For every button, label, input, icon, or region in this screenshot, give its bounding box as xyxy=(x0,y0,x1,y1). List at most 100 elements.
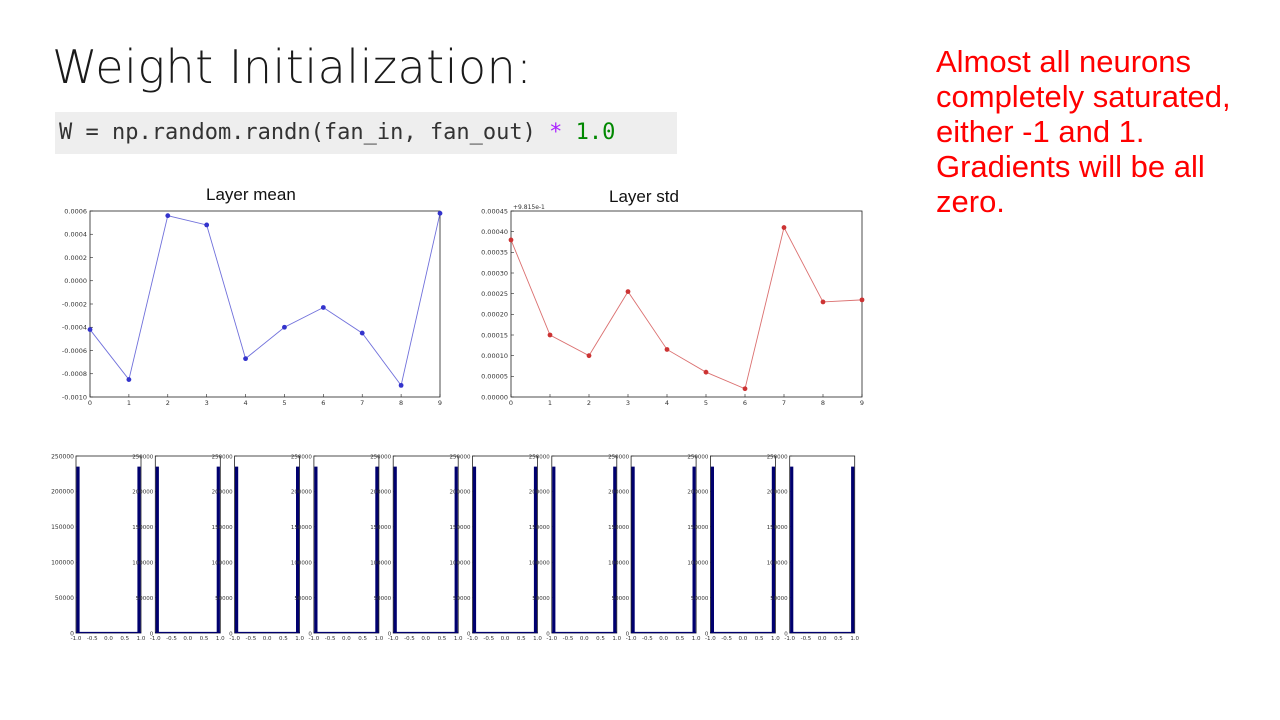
code-operator: * xyxy=(549,120,563,145)
hist-bar-right xyxy=(613,466,617,633)
data-point-0 xyxy=(204,222,210,228)
hist-bar-right xyxy=(454,466,458,633)
hist-y-tick-label: 100000 xyxy=(529,561,550,567)
hist-x-tick-label: -0.5 xyxy=(642,636,653,642)
hist-y-tick-label: 150000 xyxy=(608,525,629,531)
data-point-0 xyxy=(437,210,443,216)
x-tick-label-1: 7 xyxy=(782,399,786,407)
hist-x-tick-label: 1.0 xyxy=(216,636,225,642)
layer-mean-title: Layer mean xyxy=(206,185,296,204)
hist-x-tick-label: 0.0 xyxy=(421,636,430,642)
hist-y-tick-label: 150000 xyxy=(291,525,312,531)
y-tick-label-0: 0.0000 xyxy=(64,277,87,285)
hist-x-tick-label: 0.0 xyxy=(580,636,589,642)
hist-y-tick-label: 250000 xyxy=(608,454,629,460)
hist-bar-right xyxy=(851,466,855,633)
y-tick-label-1: 0.00020 xyxy=(481,311,508,319)
data-point-1 xyxy=(547,332,553,338)
hist-x-tick-label: -0.5 xyxy=(563,636,574,642)
hist-y-tick-label: 0 xyxy=(229,631,233,637)
data-point-1 xyxy=(742,386,748,392)
hist-x-tick-label: 0.5 xyxy=(438,636,447,642)
x-tick-label-1: 6 xyxy=(743,399,747,407)
data-point-1 xyxy=(586,353,592,359)
hist-x-tick-label: 0.0 xyxy=(263,636,272,642)
hist-x-tick-label: 0.5 xyxy=(279,636,288,642)
hist-y-tick-label: 200000 xyxy=(291,490,312,496)
slide-title: Weight Initialization: xyxy=(52,40,533,94)
hist-bar-left xyxy=(235,466,239,633)
hist-y-tick-label: 100000 xyxy=(132,561,153,567)
hist-y-tick-label: 50000 xyxy=(770,596,788,602)
hist-y-tick-label: 100000 xyxy=(370,561,391,567)
hist-x-tick-label: 0.5 xyxy=(755,636,764,642)
hist-x-tick-label: -1.0 xyxy=(150,636,161,642)
y-tick-label-0: -0.0008 xyxy=(62,370,87,378)
hist-bar-left xyxy=(76,466,80,633)
hist-x-tick-label: 0.0 xyxy=(501,636,510,642)
code-snippet: W = np.random.randn(fan_in, fan_out) * 1… xyxy=(55,112,677,154)
hist-y-tick-label: 50000 xyxy=(55,595,74,602)
data-point-1 xyxy=(820,299,826,305)
hist-y-tick-label: 150000 xyxy=(687,525,708,531)
hist-x-tick-label: 0.5 xyxy=(358,636,367,642)
hist-y-tick-label: 50000 xyxy=(691,596,709,602)
hist-x-tick-label: 1.0 xyxy=(771,636,780,642)
data-point-0 xyxy=(126,377,132,382)
data-point-0 xyxy=(243,356,248,362)
x-tick-label-1: 3 xyxy=(626,399,630,407)
x-tick-label-0: 8 xyxy=(399,399,403,407)
hist-x-tick-label: -0.5 xyxy=(404,636,415,642)
data-point-1 xyxy=(859,297,865,303)
hist-y-tick-label: 250000 xyxy=(212,454,233,460)
data-point-0 xyxy=(359,330,365,336)
hist-y-tick-label: 250000 xyxy=(370,454,391,460)
hist-frame xyxy=(75,455,142,634)
hist-y-tick-label: 0 xyxy=(70,630,74,637)
hist-x-tick-label: 0.0 xyxy=(659,636,668,642)
hist-x-tick-label: 1.0 xyxy=(454,636,463,642)
data-point-1 xyxy=(508,237,514,243)
hist-bar-left xyxy=(155,466,159,633)
hist-frame xyxy=(472,455,538,634)
hist-x-tick-label: 0.0 xyxy=(342,636,351,642)
hist-frame xyxy=(789,455,856,634)
hist-y-tick-label: 0 xyxy=(467,631,471,637)
hist-bar-right xyxy=(375,466,379,633)
hist-x-tick-label: -1.0 xyxy=(784,636,795,642)
hist-x-tick-label: 0.0 xyxy=(739,636,748,642)
hist-bar-right xyxy=(216,466,220,633)
x-tick-label-0: 3 xyxy=(205,399,209,407)
hist-y-tick-label: 0 xyxy=(308,631,312,637)
hist-frame xyxy=(392,455,459,634)
hist-y-tick-label: 100000 xyxy=(291,561,312,567)
saturation-note: Almost all neurons completely saturated,… xyxy=(936,44,1231,219)
y-tick-label-1: 0.00035 xyxy=(481,249,508,257)
code-scale-value: 1.0 xyxy=(562,120,616,145)
hist-y-tick-label: 50000 xyxy=(294,596,312,602)
hist-frame xyxy=(710,455,776,634)
hist-y-tick-label: 250000 xyxy=(132,454,153,460)
hist-y-tick-label: 50000 xyxy=(532,596,550,602)
hist-y-tick-label: 150000 xyxy=(370,525,391,531)
y-tick-label-0: -0.0006 xyxy=(62,347,87,355)
hist-y-tick-label: 200000 xyxy=(767,490,788,496)
hist-frame xyxy=(630,455,697,634)
hist-y-tick-label: 200000 xyxy=(529,490,550,496)
y-tick-label-1: 0.00025 xyxy=(481,290,508,298)
y-tick-label-1: 0.00000 xyxy=(481,393,508,401)
data-point-1 xyxy=(664,347,670,352)
hist-x-tick-label: 0.5 xyxy=(834,636,843,642)
x-tick-label-1: 1 xyxy=(548,399,552,407)
hist-bar-left xyxy=(710,466,714,633)
hist-x-tick-label: 0.5 xyxy=(200,636,209,642)
series-line-0 xyxy=(89,213,441,387)
hist-y-tick-label: 200000 xyxy=(608,490,629,496)
x-tick-label-0: 4 xyxy=(243,399,247,407)
hist-y-tick-label: 250000 xyxy=(687,454,708,460)
code-text: W = np.random.randn(fan_in, fan_out) xyxy=(59,120,550,145)
hist-frame xyxy=(551,455,618,634)
hist-x-tick-label: -1.0 xyxy=(546,636,557,642)
y-tick-label-0: 0.0004 xyxy=(64,231,87,239)
hist-x-tick-label: 0.0 xyxy=(818,636,827,642)
